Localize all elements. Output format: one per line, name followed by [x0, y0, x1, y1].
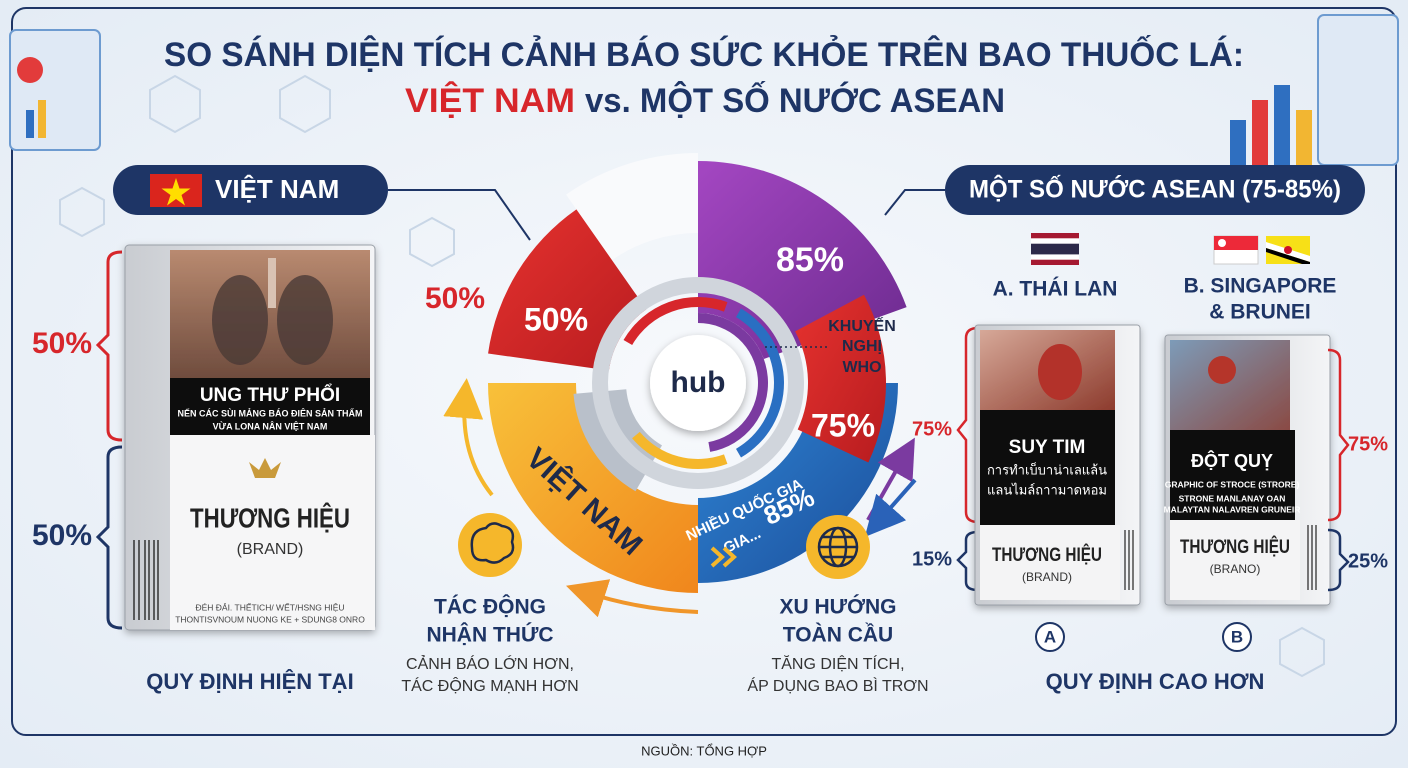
who-label: NGHỊ: [842, 338, 882, 355]
label-a: A. THÁI LAN: [993, 278, 1118, 301]
arrow: [443, 378, 494, 497]
impact-text: TÁC ĐỘNG MẠNH HƠN: [401, 676, 578, 695]
arrow: [565, 579, 699, 618]
fine-print: THONTISVNOUM NUONG KE + SDUNG8 ONRO: [175, 614, 365, 624]
ring-arc: [698, 313, 768, 452]
brand-sub: (BRAND): [237, 541, 304, 558]
label-b: & BRUNEI: [1209, 301, 1311, 324]
icon-brain-shape: [470, 522, 515, 564]
title: SO SÁNH DIỆN TÍCH CẢNH BÁO SỨC KHỎE TRÊN…: [164, 35, 1244, 74]
marker-label: A: [1044, 627, 1056, 646]
pack-vietnam: [124, 244, 376, 631]
share-brand: 50%: [32, 519, 92, 552]
bracket-brand: [956, 530, 979, 592]
pack-thailand: [974, 324, 1141, 606]
vietnam-outer: 50%: [425, 282, 485, 315]
warning-title: ĐỘT QUỴ: [1191, 450, 1273, 471]
wedge-asean: [795, 294, 886, 463]
who-value: 85%: [776, 241, 844, 279]
footer: NGUỒN: TỔNG HỢP: [641, 743, 767, 758]
share-warning: 75%: [912, 418, 952, 440]
band-vietnam: [488, 383, 698, 593]
label-b: B. SINGAPORE: [1184, 275, 1337, 298]
vietnam-wedge: 50%: [524, 301, 588, 337]
ring-arc: [632, 431, 728, 470]
bracket-warning: [956, 326, 979, 524]
caption: QUY ĐỊNH CAO HƠN: [1046, 669, 1265, 694]
warning-title: UNG THƯ PHỔI: [200, 384, 340, 406]
hub: [650, 335, 746, 431]
impact-text: CẢNH BÁO LỚN HƠN,: [406, 654, 574, 673]
bracket-brand: [95, 445, 123, 630]
warning-text: แลนไมล์ถาามาดหอม: [987, 482, 1107, 497]
flag-star: [161, 178, 191, 206]
share-brand: 15%: [912, 548, 952, 570]
bracket-brand: [1327, 528, 1350, 592]
chevrons: [710, 546, 737, 568]
arrow: [864, 478, 917, 538]
header-pill: [945, 165, 1365, 215]
diagram: [488, 153, 907, 593]
flag-singapore: [1213, 235, 1259, 265]
trend-text: TĂNG DIỆN TÍCH,: [771, 654, 904, 673]
title-highlight: VIỆT NAM: [405, 82, 575, 120]
brand: THƯƠNG HIỆU: [190, 502, 350, 533]
share-warning: 50%: [32, 327, 92, 360]
warning-text: MALAYTAN NALAVREN GRUNEIR: [1164, 504, 1301, 514]
hub-label: hub: [671, 366, 726, 399]
bracket-warning: [95, 250, 123, 442]
frame: [11, 7, 1397, 736]
title-rest: vs. MỘT SỐ NƯỚC ASEAN: [585, 81, 1005, 120]
brand: THƯƠNG HIỆU: [1180, 536, 1290, 558]
trend-text: ÁP DỤNG BAO BÌ TRƠN: [747, 676, 928, 695]
warning-title: SUY TIM: [1009, 437, 1086, 458]
header-vietnam: VIỆT NAM: [215, 174, 339, 204]
impact-title: NHẬN THỨC: [426, 623, 553, 647]
ring-arc: [623, 297, 728, 345]
warning-text: NẾN CÁC SÙI MẢNG BÁO ĐIÊN SẢN THẨM: [177, 407, 362, 418]
flag-brunei: [1266, 236, 1310, 264]
who-label: KHUYẾN: [828, 316, 896, 335]
brand-sub: (BRAND): [1022, 570, 1072, 584]
warning-text: GRAPHIC OF STROCE (STRORE): [1165, 479, 1300, 489]
icon-globe-shape: [817, 526, 859, 568]
connector: [884, 189, 945, 216]
header-asean: MỘT SỐ NƯỚC ASEAN (75-85%): [969, 174, 1341, 204]
fine-print: ĐÉH ĐẢI. THẾTICH/ WẾT/HSNG HIỆU: [195, 601, 344, 612]
marker-label: B: [1231, 627, 1243, 646]
pack-singapore-brunei: [1164, 334, 1331, 606]
who-label: WHO: [842, 359, 881, 376]
share-brand: 25%: [1348, 550, 1388, 572]
share-warning: 75%: [1348, 433, 1388, 455]
warning-text: STRONE MANLANAY OAN: [1179, 493, 1286, 503]
wedge-light: [566, 153, 698, 261]
flag-thailand: [1031, 233, 1079, 265]
trend-title: XU HƯỚNG: [779, 595, 896, 619]
marker: [1035, 622, 1065, 652]
decor-clipboard: [9, 14, 1399, 166]
warning-text: VỪA LONA NÂN VIỆT NAM: [213, 420, 328, 431]
warning-text: การทำเบ็บาน่าเลแล้น: [987, 460, 1107, 477]
marker: [1222, 622, 1252, 652]
trend-title: TOÀN CẦU: [783, 624, 893, 647]
ring: [592, 277, 804, 489]
impact-title: TÁC ĐỘNG: [434, 595, 546, 619]
decor: [59, 74, 1325, 678]
asean-value: 75%: [811, 407, 875, 443]
icon-brain: [458, 513, 522, 577]
bracket-warning: [1327, 348, 1350, 522]
caption: QUY ĐỊNH HIỆN TẠI: [146, 669, 353, 694]
brand-sub: (BRANO): [1210, 562, 1261, 576]
ring-arc: [736, 308, 784, 458]
brand: THƯƠNG HIỆU: [992, 544, 1102, 566]
connector: [388, 189, 531, 241]
